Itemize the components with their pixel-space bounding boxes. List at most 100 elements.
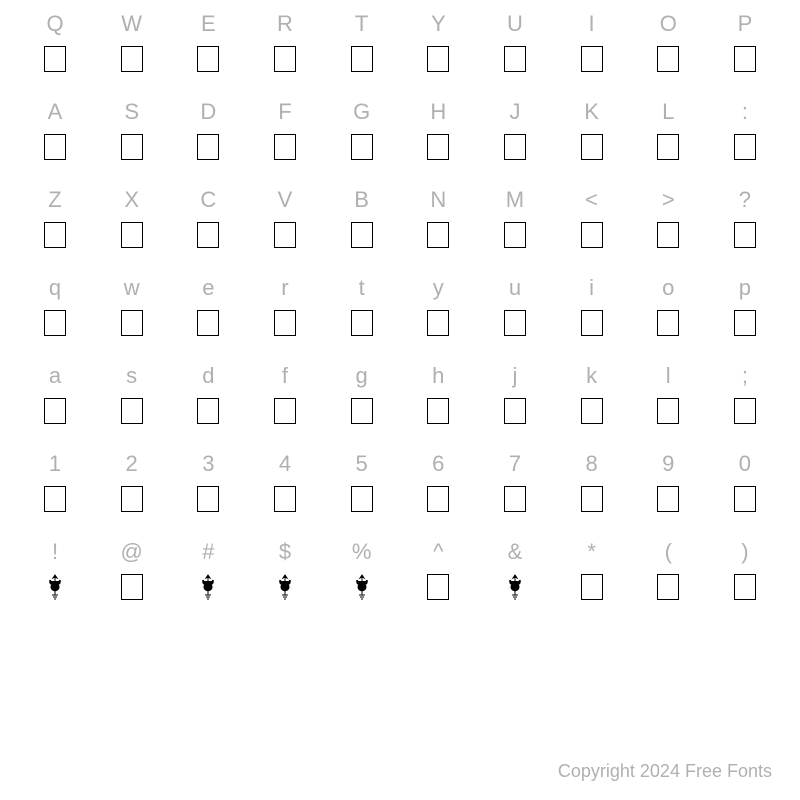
char-cell: h (403, 362, 473, 444)
char-label: # (202, 538, 214, 566)
char-row: qwertyuiop (20, 274, 780, 356)
char-label: ? (739, 186, 751, 214)
empty-glyph-box (581, 46, 603, 72)
empty-glyph-box (121, 574, 143, 600)
char-cell: 1 (20, 450, 90, 532)
char-cell: < (557, 186, 627, 268)
char-label: G (353, 98, 370, 126)
char-cell: ? (710, 186, 780, 268)
char-label: g (356, 362, 368, 390)
char-label: M (506, 186, 524, 214)
char-cell: r (250, 274, 320, 356)
char-cell: 2 (97, 450, 167, 532)
char-cell: @ (97, 538, 167, 620)
empty-glyph-box (197, 310, 219, 336)
empty-glyph-box (504, 134, 526, 160)
char-label: W (121, 10, 142, 38)
char-cell: W (97, 10, 167, 92)
char-cell: K (557, 98, 627, 180)
char-label: Z (48, 186, 61, 214)
char-label: 3 (202, 450, 214, 478)
char-cell: T (327, 10, 397, 92)
empty-glyph-box (657, 574, 679, 600)
char-label: Y (431, 10, 446, 38)
char-label: N (430, 186, 446, 214)
char-label: p (739, 274, 751, 302)
empty-glyph-box (504, 46, 526, 72)
char-cell: ( (633, 538, 703, 620)
empty-glyph-box (581, 134, 603, 160)
char-cell: a (20, 362, 90, 444)
char-label: U (507, 10, 523, 38)
char-label: 6 (432, 450, 444, 478)
empty-glyph-box (427, 574, 449, 600)
empty-glyph-box (44, 46, 66, 72)
char-label: V (278, 186, 293, 214)
char-row: 1 2 3 4 5 6 7 8 9 0 (20, 450, 780, 532)
char-cell: 7 (480, 450, 550, 532)
char-label: C (200, 186, 216, 214)
ornament-glyph (197, 572, 219, 602)
char-cell: X (97, 186, 167, 268)
char-cell: > (633, 186, 703, 268)
char-label: & (508, 538, 523, 566)
char-cell: t (327, 274, 397, 356)
char-cell: s (97, 362, 167, 444)
character-map-grid: QWERTYUIOPASDFGHJKL:ZXCVBNM<>?qwertyuiop… (0, 0, 800, 620)
char-label: Q (46, 10, 63, 38)
char-label: L (662, 98, 674, 126)
empty-glyph-box (44, 134, 66, 160)
char-cell: G (327, 98, 397, 180)
char-label: a (49, 362, 61, 390)
char-cell: 6 (403, 450, 473, 532)
char-cell: Q (20, 10, 90, 92)
char-label: @ (120, 538, 142, 566)
char-row: asdfghjkl; (20, 362, 780, 444)
empty-glyph-box (274, 486, 296, 512)
char-cell: M (480, 186, 550, 268)
ornament-glyph (351, 572, 373, 602)
empty-glyph-box (197, 134, 219, 160)
char-label: s (126, 362, 137, 390)
empty-glyph-box (734, 222, 756, 248)
char-label: u (509, 274, 521, 302)
char-cell: 3 (173, 450, 243, 532)
char-label: * (587, 538, 596, 566)
empty-glyph-box (351, 486, 373, 512)
empty-glyph-box (197, 46, 219, 72)
char-label: X (124, 186, 139, 214)
char-label: q (49, 274, 61, 302)
char-cell: V (250, 186, 320, 268)
empty-glyph-box (351, 222, 373, 248)
char-label: k (586, 362, 597, 390)
char-cell: k (557, 362, 627, 444)
char-cell: j (480, 362, 550, 444)
char-cell: 5 (327, 450, 397, 532)
char-label: ; (742, 362, 748, 390)
empty-glyph-box (274, 46, 296, 72)
char-label: 9 (662, 450, 674, 478)
char-label: 0 (739, 450, 751, 478)
char-cell: & (480, 538, 550, 620)
empty-glyph-box (427, 222, 449, 248)
char-label: 2 (126, 450, 138, 478)
char-cell: 4 (250, 450, 320, 532)
empty-glyph-box (581, 574, 603, 600)
char-label: : (742, 98, 748, 126)
empty-glyph-box (121, 46, 143, 72)
char-cell: $ (250, 538, 320, 620)
empty-glyph-box (734, 46, 756, 72)
char-label: ^ (433, 538, 443, 566)
char-label: d (202, 362, 214, 390)
char-cell: ; (710, 362, 780, 444)
char-label: < (585, 186, 598, 214)
char-label: ! (52, 538, 58, 566)
char-label: I (589, 10, 595, 38)
empty-glyph-box (351, 398, 373, 424)
ornament-glyph (274, 572, 296, 602)
char-cell: o (633, 274, 703, 356)
empty-glyph-box (734, 398, 756, 424)
char-label: 4 (279, 450, 291, 478)
char-label: 8 (585, 450, 597, 478)
char-cell: F (250, 98, 320, 180)
